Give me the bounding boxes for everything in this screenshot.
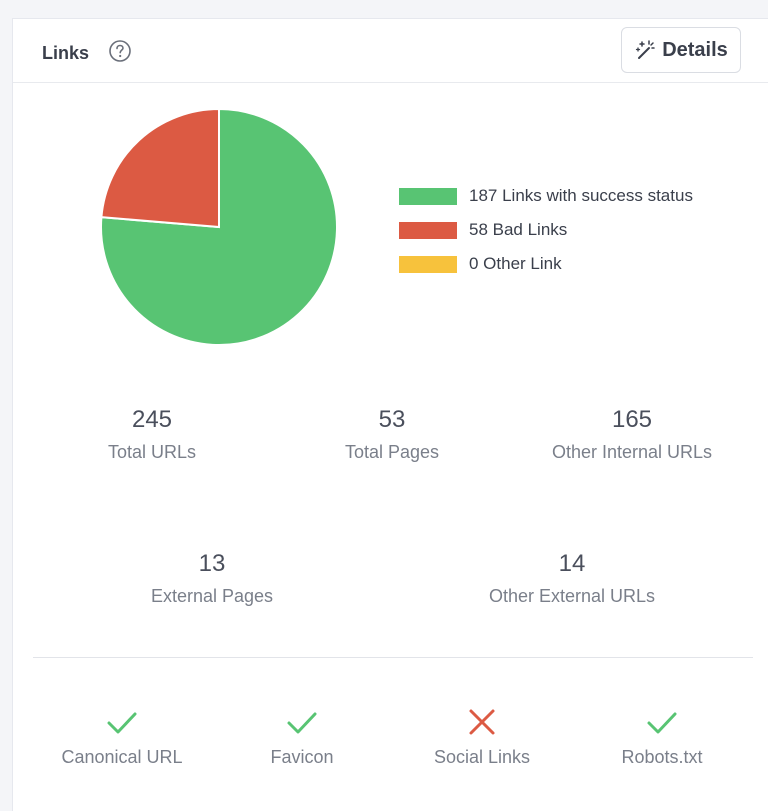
check-icon xyxy=(287,712,317,734)
links-card: Links Details 187 Links with success s xyxy=(12,18,768,811)
legend-swatch xyxy=(399,221,457,239)
stat-other-external-urls: 14 Other External URLs xyxy=(472,550,672,607)
check-label: Favicon xyxy=(270,747,334,767)
check-favicon: Favicon xyxy=(212,705,392,768)
stat-label: Total Pages xyxy=(344,442,440,462)
legend-swatch xyxy=(399,187,457,205)
check-canonical-url: Canonical URL xyxy=(32,705,212,768)
stat-label: Other Internal URLs xyxy=(551,442,713,462)
legend-item-other: 0 Other Link xyxy=(399,247,693,281)
pie-slice-0[interactable] xyxy=(100,107,338,346)
check-label: Social Links xyxy=(433,747,531,767)
check-label: Canonical URL xyxy=(61,747,183,767)
details-label: Details xyxy=(662,38,728,61)
section-divider xyxy=(33,657,753,658)
links-pie-chart xyxy=(100,107,338,346)
stat-value: 14 xyxy=(558,550,586,577)
check-social-links: Social Links xyxy=(392,705,572,768)
legend-swatch xyxy=(399,255,457,273)
stat-total-urls: 245 Total URLs xyxy=(82,406,222,463)
card-title: Links xyxy=(42,43,90,63)
check-label: Robots.txt xyxy=(621,747,703,767)
card-header: Links Details xyxy=(13,19,768,83)
check-robots-txt: Robots.txt xyxy=(572,705,752,768)
legend-item-bad: 58 Bad Links xyxy=(399,213,693,247)
chart-legend: 187 Links with success status 58 Bad Lin… xyxy=(399,179,693,281)
legend-label: 187 Links with success status xyxy=(469,186,693,205)
stat-value: 53 xyxy=(378,406,406,433)
stat-other-internal-urls: 165 Other Internal URLs xyxy=(532,406,732,463)
details-button[interactable]: Details xyxy=(621,27,741,73)
check-icon xyxy=(107,712,137,734)
stat-total-pages: 53 Total Pages xyxy=(322,406,462,463)
help-icon[interactable] xyxy=(109,40,131,62)
stat-label: Total URLs xyxy=(107,442,197,462)
stat-value: 165 xyxy=(611,406,653,433)
check-icon xyxy=(647,712,677,734)
stat-value: 13 xyxy=(198,550,226,577)
legend-label: 58 Bad Links xyxy=(469,220,568,239)
stat-external-pages: 13 External Pages xyxy=(132,550,292,607)
stat-value: 245 xyxy=(131,406,173,433)
pie-slice-1[interactable] xyxy=(100,107,220,229)
legend-item-success: 187 Links with success status xyxy=(399,179,693,213)
cross-icon xyxy=(469,709,495,735)
legend-label: 0 Other Link xyxy=(469,254,562,273)
magic-wand-icon xyxy=(636,40,655,59)
stat-label: Other External URLs xyxy=(488,586,656,606)
stat-label: External Pages xyxy=(150,586,274,606)
